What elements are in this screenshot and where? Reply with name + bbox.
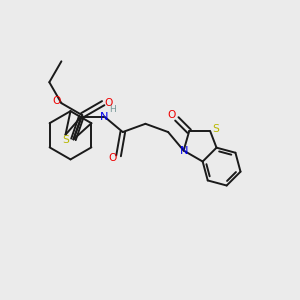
Text: N: N — [100, 112, 109, 122]
Text: S: S — [62, 135, 69, 145]
Text: S: S — [212, 124, 219, 134]
Text: O: O — [104, 98, 112, 108]
Text: O: O — [53, 96, 61, 106]
Text: N: N — [179, 146, 188, 155]
Text: O: O — [167, 110, 176, 120]
Text: O: O — [108, 153, 116, 163]
Text: H: H — [109, 105, 116, 114]
